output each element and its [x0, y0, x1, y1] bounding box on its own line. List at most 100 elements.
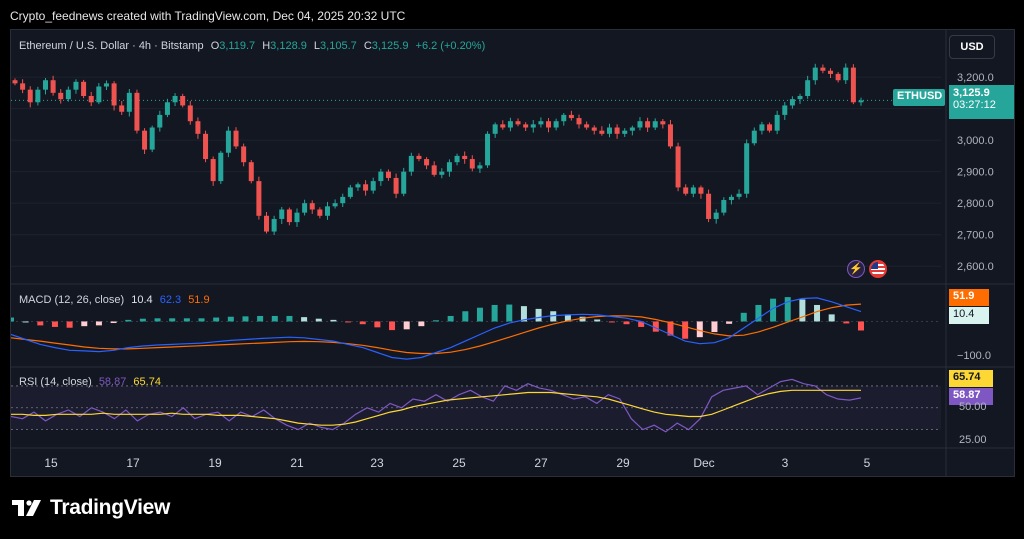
macd-title: MACD (12, 26, close) — [19, 294, 125, 306]
macd-histogram-bar — [784, 297, 791, 322]
macd-histogram-bar — [770, 298, 777, 322]
candle-up — [477, 165, 483, 169]
rsi-axis-50: 50.00 — [959, 401, 987, 413]
macd-histogram-bar — [594, 319, 601, 322]
candle-down — [424, 159, 430, 166]
candle-up — [439, 171, 445, 175]
candle-up — [225, 130, 231, 153]
candle-up — [42, 80, 48, 90]
macd-histogram-bar — [652, 321, 659, 332]
candle-up — [271, 218, 277, 232]
candle-down — [683, 187, 689, 194]
candle-down — [385, 171, 391, 178]
price-tick-label: 2,600.0 — [957, 261, 994, 273]
rsi-value: 58.87 — [98, 376, 127, 388]
candle-up — [561, 114, 567, 122]
macd-histogram-bar — [462, 311, 469, 322]
macd-histogram-bar — [740, 312, 747, 322]
candle-up — [164, 102, 170, 115]
candle-up — [690, 187, 696, 194]
candle-down — [58, 92, 64, 100]
candle-down — [431, 165, 437, 175]
lightning-icon[interactable]: ⚡ — [847, 260, 865, 278]
candle-down — [50, 80, 56, 93]
macd-axis-label: −100.0 — [957, 350, 991, 362]
candle-up — [728, 196, 734, 201]
candle-down — [248, 162, 254, 182]
macd-histogram-bar — [110, 321, 117, 324]
candle-up — [103, 83, 109, 87]
macd-histogram-bar — [520, 306, 527, 322]
candle-down — [599, 130, 605, 134]
macd-histogram-bar — [183, 318, 190, 322]
time-tick-label: 29 — [616, 456, 630, 470]
candle-up — [606, 127, 612, 134]
macd-histogram-bar — [403, 321, 410, 330]
candle-down — [568, 114, 574, 119]
time-tick-label: 15 — [44, 456, 58, 470]
macd-histogram-bar — [755, 304, 762, 322]
macd-signal-tag: 51.9 — [949, 289, 989, 306]
time-tick-label: Dec — [693, 456, 714, 470]
candle-up — [858, 100, 864, 103]
candle-down — [835, 73, 841, 81]
bar-countdown: 03:27:12 — [953, 99, 996, 111]
candle-up — [332, 203, 338, 207]
tradingview-logo-text: TradingView — [50, 496, 171, 519]
candle-down — [698, 187, 704, 194]
macd-histogram-bar — [550, 311, 557, 322]
tradingview-logo[interactable]: TradingView — [12, 496, 170, 520]
macd-signal-line — [11, 303, 862, 355]
time-tick-label: 27 — [534, 456, 548, 470]
candle-up — [35, 89, 41, 103]
candle-down — [88, 95, 94, 103]
macd-histogram-bar — [359, 321, 366, 325]
macd-histogram-bar — [638, 321, 645, 327]
candle-down — [210, 159, 216, 182]
macd-histogram-bar — [447, 315, 454, 322]
indicator-icons[interactable]: ⚡ — [847, 260, 887, 278]
chart-canvas[interactable]: 3,200.03,100.03,000.02,900.02,800.02,700… — [11, 30, 1015, 477]
currency-button[interactable]: USD — [949, 35, 995, 59]
candle-down — [256, 181, 262, 216]
candle-down — [584, 124, 590, 128]
macd-histogram-bar — [227, 316, 234, 322]
candle-up — [279, 209, 285, 219]
candle-up — [485, 133, 491, 166]
macd-histogram-bar — [579, 316, 586, 322]
candle-down — [576, 118, 582, 125]
macd-line — [11, 297, 862, 360]
high-value: 3,128.9 — [270, 40, 307, 52]
candle-up — [622, 130, 628, 134]
open-label: O — [210, 40, 220, 52]
macd-signal-value: 62.3 — [159, 294, 182, 306]
open-value: 3,119.7 — [219, 40, 256, 52]
price-tick-label: 2,700.0 — [957, 230, 994, 242]
macd-histogram-bar — [257, 315, 264, 322]
candle-up — [789, 99, 795, 106]
close-value: 3,125.9 — [371, 40, 409, 52]
macd-histogram-bar — [345, 321, 352, 323]
candle-down — [180, 95, 186, 106]
macd-histogram-bar — [389, 321, 396, 331]
chart-frame[interactable]: 3,200.03,100.03,000.02,900.02,800.02,700… — [10, 29, 1015, 477]
candles — [12, 63, 864, 236]
candle-down — [187, 105, 193, 122]
low-label: L — [313, 40, 321, 52]
macd-legend: MACD (12, 26, close) 10.4 62.3 51.9 — [19, 294, 214, 306]
time-tick-label: 17 — [126, 456, 140, 470]
macd-histogram-bar — [667, 321, 674, 336]
candle-down — [546, 121, 552, 128]
time-tick-label: 23 — [370, 456, 384, 470]
candle-up — [751, 130, 757, 144]
time-tick-label: 25 — [452, 456, 466, 470]
macd-histogram-bar — [37, 321, 44, 326]
macd-histogram-bar — [506, 304, 513, 322]
candle-up — [736, 193, 742, 197]
rsi-title: RSI (14, close) — [19, 376, 92, 388]
time-tick-label: 5 — [864, 456, 871, 470]
main-legend: Ethereum / U.S. Dollar · 4h · Bitstamp O… — [19, 40, 489, 52]
macd-histogram-bar — [433, 320, 439, 322]
candle-down — [12, 80, 18, 84]
us-flag-icon[interactable] — [869, 260, 887, 278]
